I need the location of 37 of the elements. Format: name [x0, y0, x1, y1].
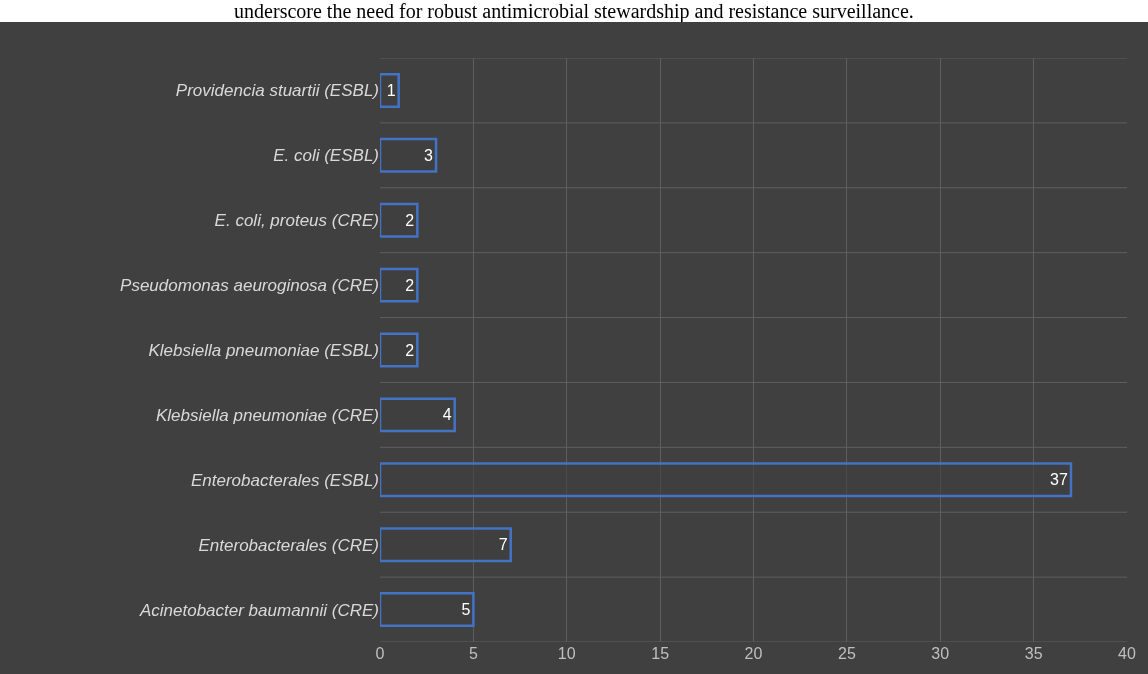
y-tick-label: Klebsiella pneumoniae (ESBL)	[148, 340, 379, 360]
y-tick-label: Enterobacterales (ESBL)	[190, 470, 379, 490]
bar	[380, 137, 438, 173]
data-label: 5	[461, 601, 471, 619]
bar	[380, 72, 400, 108]
y-tick-label: Pseudomonas aeuroginosa (CRE)	[120, 276, 379, 296]
data-label: 2	[405, 341, 415, 359]
y-tick-label: E. coli, proteus (CRE)	[214, 211, 379, 231]
data-label: 2	[405, 276, 415, 294]
bar	[380, 332, 419, 368]
data-label: 3	[424, 146, 434, 164]
data-label: 37	[1050, 471, 1068, 489]
bar	[380, 592, 475, 628]
y-tick-label: E. coli (ESBL)	[273, 146, 379, 166]
x-tick-label: 5	[468, 645, 478, 662]
y-tick-label: Acinetobacter baumannii (CRE)	[138, 600, 379, 620]
data-label: 1	[386, 81, 396, 99]
y-tick-label: Klebsiella pneumoniae (CRE)	[155, 405, 379, 425]
x-tick-label: 10	[557, 645, 576, 662]
data-label: 4	[442, 406, 452, 424]
x-tick-label: 40	[1118, 645, 1136, 662]
caption-text: underscore the need for robust antimicrobial stewardship and resistance surveillance.	[233, 0, 915, 22]
x-tick-label: 0	[375, 645, 385, 662]
bar	[380, 267, 419, 303]
x-tick-label: 25	[837, 645, 856, 662]
y-tick-label: Enterobacterales (CRE)	[198, 535, 379, 555]
x-tick-label: 35	[1024, 645, 1043, 662]
x-tick-label: 15	[651, 645, 670, 662]
data-label: 2	[405, 211, 415, 229]
bar	[380, 527, 512, 563]
bar	[380, 462, 1073, 498]
data-label: 7	[498, 536, 508, 554]
bar	[380, 202, 419, 238]
y-tick-label: Providencia stuartii (ESBL)	[175, 81, 379, 101]
x-tick-label: 30	[931, 645, 950, 662]
x-tick-label: 20	[744, 645, 763, 662]
bar	[380, 397, 456, 433]
